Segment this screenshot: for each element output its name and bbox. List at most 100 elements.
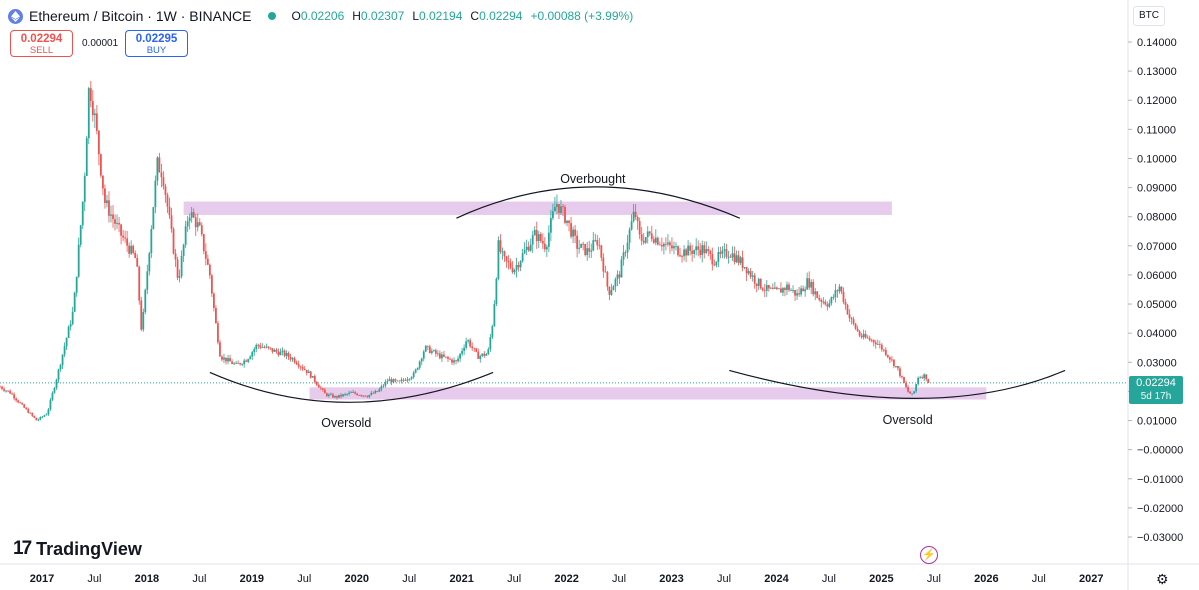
candle-body <box>336 396 338 398</box>
candle-body <box>356 393 359 396</box>
candle-body <box>673 246 675 249</box>
candle-body <box>465 341 468 348</box>
candle-body <box>745 267 748 274</box>
candle-body <box>219 342 221 357</box>
candle-body <box>806 278 809 290</box>
candle-body <box>251 352 254 357</box>
candle-body <box>552 211 554 219</box>
candle-body <box>85 138 88 176</box>
candle-body <box>679 255 681 257</box>
buy-button[interactable]: 0.02295 BUY <box>125 30 188 57</box>
candle-body <box>382 385 385 387</box>
candle-body <box>229 358 231 362</box>
candle-body <box>430 351 433 353</box>
candle-body <box>325 393 328 396</box>
candle-body <box>253 348 256 353</box>
candle-body <box>404 380 407 381</box>
candle-body <box>59 365 62 370</box>
sell-button[interactable]: 0.02294 SELL <box>10 30 73 57</box>
x-tick-label: 2022 <box>554 573 578 585</box>
candle-body <box>15 398 18 401</box>
candle-body <box>479 355 482 359</box>
candle-body <box>406 379 409 381</box>
buy-label: BUY <box>146 45 167 56</box>
candle-body <box>150 229 153 254</box>
candle-body <box>75 276 78 293</box>
candle-body <box>39 416 42 420</box>
candle-body <box>576 235 579 249</box>
candle-body <box>521 253 524 262</box>
eth-icon[interactable] <box>8 8 23 24</box>
candle-body <box>152 207 155 230</box>
ohlc-values: O0.02206 H0.02307 L0.02194 C0.02294 +0.0… <box>292 9 634 23</box>
candle-body <box>753 275 756 284</box>
candle-body <box>786 284 788 290</box>
gear-icon[interactable]: ⚙ <box>1156 571 1169 587</box>
candle-body <box>188 217 191 222</box>
symbol-title[interactable]: Ethereum / Bitcoin · 1W · BINANCE <box>29 8 252 24</box>
candle-body <box>648 231 651 234</box>
candle-body <box>146 271 149 290</box>
candle-body <box>523 249 526 254</box>
oversold-arc-left[interactable] <box>209 371 494 403</box>
overbought-arc[interactable] <box>456 186 740 219</box>
candle-body <box>499 240 502 252</box>
oversold-arc-right[interactable] <box>729 369 1066 399</box>
tradingview-logo[interactable]: 17 TradingView <box>13 538 142 560</box>
candle-body <box>884 349 887 356</box>
close-label: C <box>470 9 480 23</box>
candle-body <box>763 290 766 292</box>
candle-body <box>590 250 593 252</box>
candle-body <box>697 246 700 250</box>
candle-body <box>671 245 673 249</box>
candle-body <box>25 407 28 410</box>
sell-label: SELL <box>29 45 54 56</box>
candle-body <box>386 381 389 382</box>
x-tick-label: Jul <box>87 573 101 585</box>
candle-body <box>392 379 395 383</box>
x-tick-label: Jul <box>402 573 416 585</box>
currency-selector[interactable]: BTC <box>1133 6 1165 26</box>
candle-body <box>850 318 853 320</box>
candle-body <box>870 339 873 341</box>
y-tick-label: −0.00000 <box>1137 445 1183 457</box>
candle-body <box>19 402 22 404</box>
candle-body <box>703 245 706 254</box>
candle-body <box>471 346 474 348</box>
candle-body <box>858 331 861 336</box>
candle-body <box>112 214 114 220</box>
candle-body <box>622 252 625 260</box>
candle-body <box>380 386 383 390</box>
candle-body <box>588 248 591 252</box>
candle-body <box>162 177 165 187</box>
candle-body <box>65 338 68 347</box>
y-tick-label: −0.03000 <box>1137 532 1183 544</box>
last-price-value: 0.02294 <box>1136 377 1176 389</box>
candle-body <box>699 249 702 255</box>
candle-body <box>255 344 258 349</box>
candle-body <box>723 249 726 251</box>
candle-body <box>390 379 393 383</box>
candle-body <box>487 349 490 355</box>
candle-body <box>144 289 147 312</box>
bolt-icon[interactable]: ⚡ <box>920 546 938 564</box>
candle-body <box>416 367 419 370</box>
candle-body <box>352 392 355 393</box>
candle-body <box>925 374 928 380</box>
candle-body <box>927 379 930 383</box>
candle-body <box>136 258 139 267</box>
candle-body <box>600 245 603 258</box>
candle-body <box>681 256 683 258</box>
candle-body <box>315 381 318 385</box>
candle-body <box>868 338 871 340</box>
candle-body <box>711 253 714 265</box>
candle-body <box>311 375 314 378</box>
sell-price: 0.02294 <box>20 33 63 45</box>
candle-body <box>856 328 859 332</box>
candle-body <box>477 351 480 359</box>
candle-body <box>549 218 552 233</box>
resistance-zone[interactable] <box>183 201 892 215</box>
candle-body <box>438 353 441 359</box>
x-tick-label: 2017 <box>30 573 54 585</box>
